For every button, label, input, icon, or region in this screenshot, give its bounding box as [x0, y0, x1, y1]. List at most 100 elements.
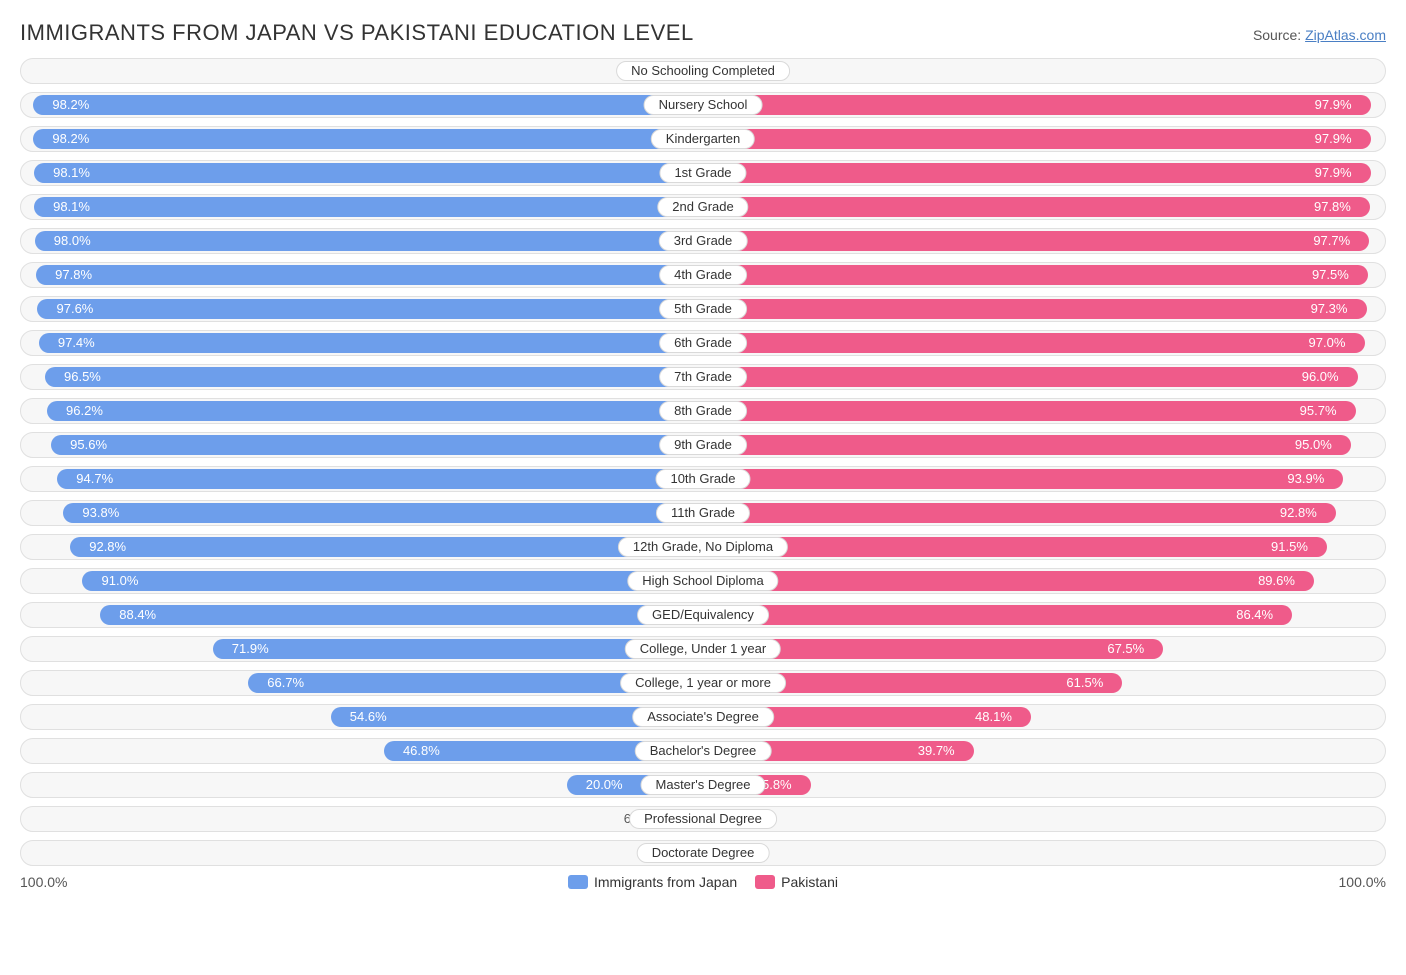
bar-left — [33, 95, 703, 115]
category-label: High School Diploma — [627, 571, 778, 591]
value-left: 96.2% — [66, 399, 103, 423]
legend-item-left: Immigrants from Japan — [568, 874, 737, 890]
chart-row: 54.6%48.1%Associate's Degree — [20, 704, 1386, 730]
value-right: 92.8% — [1280, 501, 1317, 525]
chart-row: 2.8%2.0%Doctorate Degree — [20, 840, 1386, 866]
category-label: Doctorate Degree — [637, 843, 770, 863]
bar-left — [82, 571, 703, 591]
category-label: College, 1 year or more — [620, 673, 786, 693]
value-left: 97.4% — [58, 331, 95, 355]
value-right: 86.4% — [1236, 603, 1273, 627]
chart-row: 97.6%97.3%5th Grade — [20, 296, 1386, 322]
legend-label-right: Pakistani — [781, 874, 838, 890]
source-link[interactable]: ZipAtlas.com — [1305, 27, 1386, 43]
chart-row: 46.8%39.7%Bachelor's Degree — [20, 738, 1386, 764]
bar-right — [703, 435, 1351, 455]
chart-row: 96.2% 95.7% 8th Grade — [20, 398, 1386, 424]
value-right: 96.0% — [1302, 365, 1339, 389]
value-left: 98.1% — [53, 161, 90, 185]
chart-row: 98.2% 97.9% Nursery School — [20, 92, 1386, 118]
value-left: 20.0% — [586, 773, 623, 797]
category-label: 3rd Grade — [659, 231, 748, 251]
bar-right — [703, 299, 1367, 319]
category-label: 2nd Grade — [657, 197, 748, 217]
bar-left — [57, 469, 703, 489]
value-left: 98.2% — [52, 93, 89, 117]
chart-row: 97.8% 97.5% 4th Grade — [20, 262, 1386, 288]
value-right: 97.7% — [1313, 229, 1350, 253]
chart-row: 88.4%86.4%GED/Equivalency — [20, 602, 1386, 628]
value-right: 48.1% — [975, 705, 1012, 729]
chart-row: 91.0%89.6%High School Diploma — [20, 568, 1386, 594]
legend: Immigrants from Japan Pakistani — [568, 874, 838, 890]
value-left: 66.7% — [267, 671, 304, 695]
category-label: 5th Grade — [659, 299, 747, 319]
chart-row: 94.7% 93.9% 10th Grade — [20, 466, 1386, 492]
bar-left — [33, 129, 703, 149]
bar-left — [45, 367, 703, 387]
bar-left — [63, 503, 703, 523]
bar-right — [703, 163, 1371, 183]
category-label: Kindergarten — [651, 129, 755, 149]
value-right: 97.0% — [1309, 331, 1346, 355]
bar-right — [703, 231, 1369, 251]
bar-right — [703, 367, 1358, 387]
category-label: 8th Grade — [659, 401, 747, 421]
value-left: 94.7% — [76, 467, 113, 491]
bar-right — [703, 605, 1292, 625]
value-right: 97.9% — [1315, 93, 1352, 117]
bar-left — [34, 163, 703, 183]
value-right: 67.5% — [1107, 637, 1144, 661]
value-left: 96.5% — [64, 365, 101, 389]
value-right: 97.9% — [1315, 127, 1352, 151]
bar-right — [703, 469, 1343, 489]
chart-row: 95.6%95.0%9th Grade — [20, 432, 1386, 458]
category-label: College, Under 1 year — [625, 639, 781, 659]
chart-row: 93.8%92.8%11th Grade — [20, 500, 1386, 526]
category-label: 11th Grade — [656, 503, 750, 523]
category-label: No Schooling Completed — [616, 61, 790, 81]
value-right: 93.9% — [1287, 467, 1324, 491]
legend-swatch-right — [755, 875, 775, 889]
category-label: 10th Grade — [655, 469, 750, 489]
value-left: 92.8% — [89, 535, 126, 559]
category-label: 4th Grade — [659, 265, 747, 285]
category-label: 1st Grade — [659, 163, 746, 183]
value-right: 97.8% — [1314, 195, 1351, 219]
bar-right — [703, 129, 1371, 149]
bar-right — [703, 537, 1327, 557]
chart-row: 6.4%4.8%Professional Degree — [20, 806, 1386, 832]
category-label: 7th Grade — [659, 367, 747, 387]
legend-swatch-left — [568, 875, 588, 889]
chart-row: 98.2%97.9%Kindergarten — [20, 126, 1386, 152]
axis-left-end: 100.0% — [20, 874, 67, 890]
category-label: GED/Equivalency — [637, 605, 769, 625]
category-label: Master's Degree — [641, 775, 766, 795]
value-left: 97.8% — [55, 263, 92, 287]
value-right: 61.5% — [1066, 671, 1103, 695]
chart-row: 96.5% 96.0% 7th Grade — [20, 364, 1386, 390]
value-left: 95.6% — [70, 433, 107, 457]
legend-item-right: Pakistani — [755, 874, 838, 890]
legend-label-left: Immigrants from Japan — [594, 874, 737, 890]
chart-row: 1.9%2.1%No Schooling Completed — [20, 58, 1386, 84]
chart-footer: 100.0% Immigrants from Japan Pakistani 1… — [20, 874, 1386, 890]
value-left: 91.0% — [102, 569, 139, 593]
bar-right — [703, 503, 1336, 523]
chart-row: 71.9%67.5%College, Under 1 year — [20, 636, 1386, 662]
bar-left — [36, 265, 703, 285]
value-left: 98.0% — [54, 229, 91, 253]
bar-left — [39, 333, 703, 353]
bar-right — [703, 401, 1356, 421]
category-label: Bachelor's Degree — [635, 741, 772, 761]
chart-row: 92.8%91.5%12th Grade, No Diploma — [20, 534, 1386, 560]
diverging-bar-chart: 1.9%2.1%No Schooling Completed 98.2% 97.9%… — [20, 58, 1386, 866]
value-left: 46.8% — [403, 739, 440, 763]
bar-left — [35, 231, 703, 251]
bar-left — [51, 435, 703, 455]
value-right: 95.7% — [1300, 399, 1337, 423]
value-right: 97.5% — [1312, 263, 1349, 287]
category-label: Nursery School — [644, 95, 763, 115]
value-left: 97.6% — [57, 297, 94, 321]
chart-row: 66.7% 61.5% College, 1 year or more — [20, 670, 1386, 696]
